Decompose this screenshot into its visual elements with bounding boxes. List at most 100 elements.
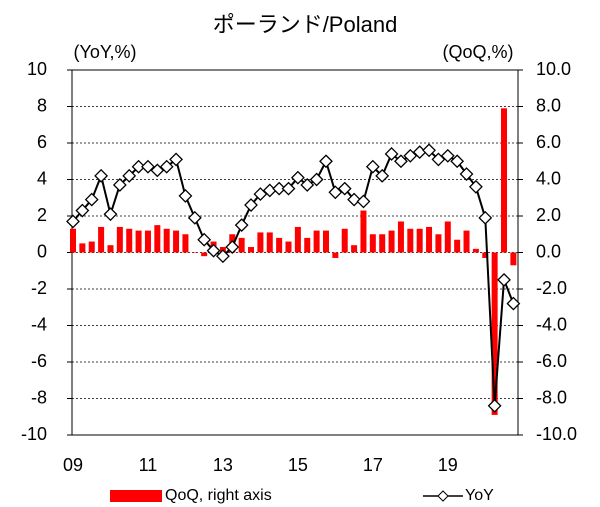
bar	[435, 234, 442, 253]
legend-label: QoQ, right axis	[165, 487, 272, 504]
marker	[131, 159, 146, 174]
bar	[285, 241, 292, 253]
bar	[126, 228, 133, 253]
bar	[294, 226, 301, 253]
y-tick-label: 6	[37, 132, 47, 152]
y2-tick-label: 8.0	[536, 95, 561, 115]
bar	[98, 226, 105, 253]
marker	[403, 148, 418, 163]
bar	[173, 230, 180, 253]
y-tick-label: -8	[31, 387, 47, 407]
y2-tick-label: -10.0	[536, 424, 577, 444]
marker	[440, 148, 455, 163]
legend-marker	[437, 490, 449, 502]
bar	[444, 221, 451, 253]
marker	[150, 163, 165, 178]
x-tick-label: 13	[213, 455, 233, 475]
y-tick-label: 0	[37, 241, 47, 261]
marker	[103, 207, 118, 222]
x-tick-label: 15	[288, 455, 308, 475]
marker	[337, 181, 352, 196]
y-tick-label: -6	[31, 351, 47, 371]
marker	[384, 147, 399, 161]
bar	[388, 230, 395, 253]
marker	[84, 192, 99, 207]
y-tick-label: -4	[31, 314, 47, 334]
bar	[182, 234, 189, 253]
bar	[482, 252, 489, 258]
y2-tick-label: 4.0	[536, 168, 561, 188]
y2-tick-label: 10.0	[536, 59, 571, 79]
y2-tick-label: -8.0	[536, 387, 567, 407]
bar	[154, 225, 161, 253]
marker	[290, 170, 305, 185]
y2-tick-label: -6.0	[536, 351, 567, 371]
marker	[319, 154, 333, 169]
marker	[506, 296, 521, 311]
marker	[187, 210, 202, 225]
marker	[356, 194, 371, 209]
marker	[375, 168, 390, 183]
y-tick-label: -2	[31, 278, 47, 298]
x-tick-label: 11	[139, 455, 158, 475]
bar	[313, 230, 320, 253]
bar	[163, 228, 170, 253]
marker	[94, 168, 109, 183]
legend-swatch	[110, 490, 162, 502]
bar	[332, 252, 339, 258]
marker	[478, 210, 493, 225]
y2-axis-label: (QoQ,%)	[442, 42, 513, 62]
marker	[159, 159, 174, 174]
bar	[107, 245, 114, 253]
marker	[206, 243, 221, 258]
bar	[360, 210, 367, 253]
bar	[341, 228, 348, 253]
bar	[454, 239, 461, 253]
y-tick-label: 2	[37, 205, 47, 225]
y-tick-label: 4	[37, 168, 47, 188]
marker	[487, 398, 502, 413]
y2-tick-label: 2.0	[536, 205, 561, 225]
bar	[379, 234, 386, 253]
bar	[79, 243, 86, 253]
marker	[450, 154, 465, 169]
bar	[501, 108, 508, 253]
marker	[253, 187, 268, 202]
marker	[459, 167, 474, 181]
y-axis-label: (YoY,%)	[73, 42, 136, 62]
bar	[322, 230, 329, 253]
bar	[472, 248, 479, 253]
marker	[75, 203, 90, 218]
marker	[215, 249, 230, 264]
y-tick-label: 8	[37, 95, 47, 115]
bar	[116, 226, 123, 253]
bar	[426, 226, 433, 253]
bar	[201, 252, 208, 257]
bar	[369, 234, 376, 253]
marker	[365, 159, 380, 174]
bar	[257, 232, 264, 253]
marker	[178, 189, 193, 203]
bar	[238, 237, 245, 253]
marker	[300, 178, 315, 192]
y2-tick-label: -2.0	[536, 278, 567, 298]
y-tick-label: 10	[27, 59, 47, 79]
bar	[407, 228, 414, 253]
marker	[122, 168, 137, 183]
marker	[468, 179, 483, 194]
marker	[347, 192, 362, 207]
marker	[281, 181, 296, 196]
bar	[397, 221, 404, 253]
marker	[272, 181, 287, 196]
bar	[88, 241, 95, 253]
x-tick-label: 19	[438, 455, 458, 475]
bar	[416, 228, 423, 253]
bar	[191, 252, 198, 253]
marker	[394, 154, 408, 169]
bar	[510, 252, 517, 266]
marker	[309, 172, 324, 187]
bar	[248, 247, 255, 253]
marker	[225, 240, 240, 254]
chart-title: ポーランド/Poland	[213, 12, 398, 37]
